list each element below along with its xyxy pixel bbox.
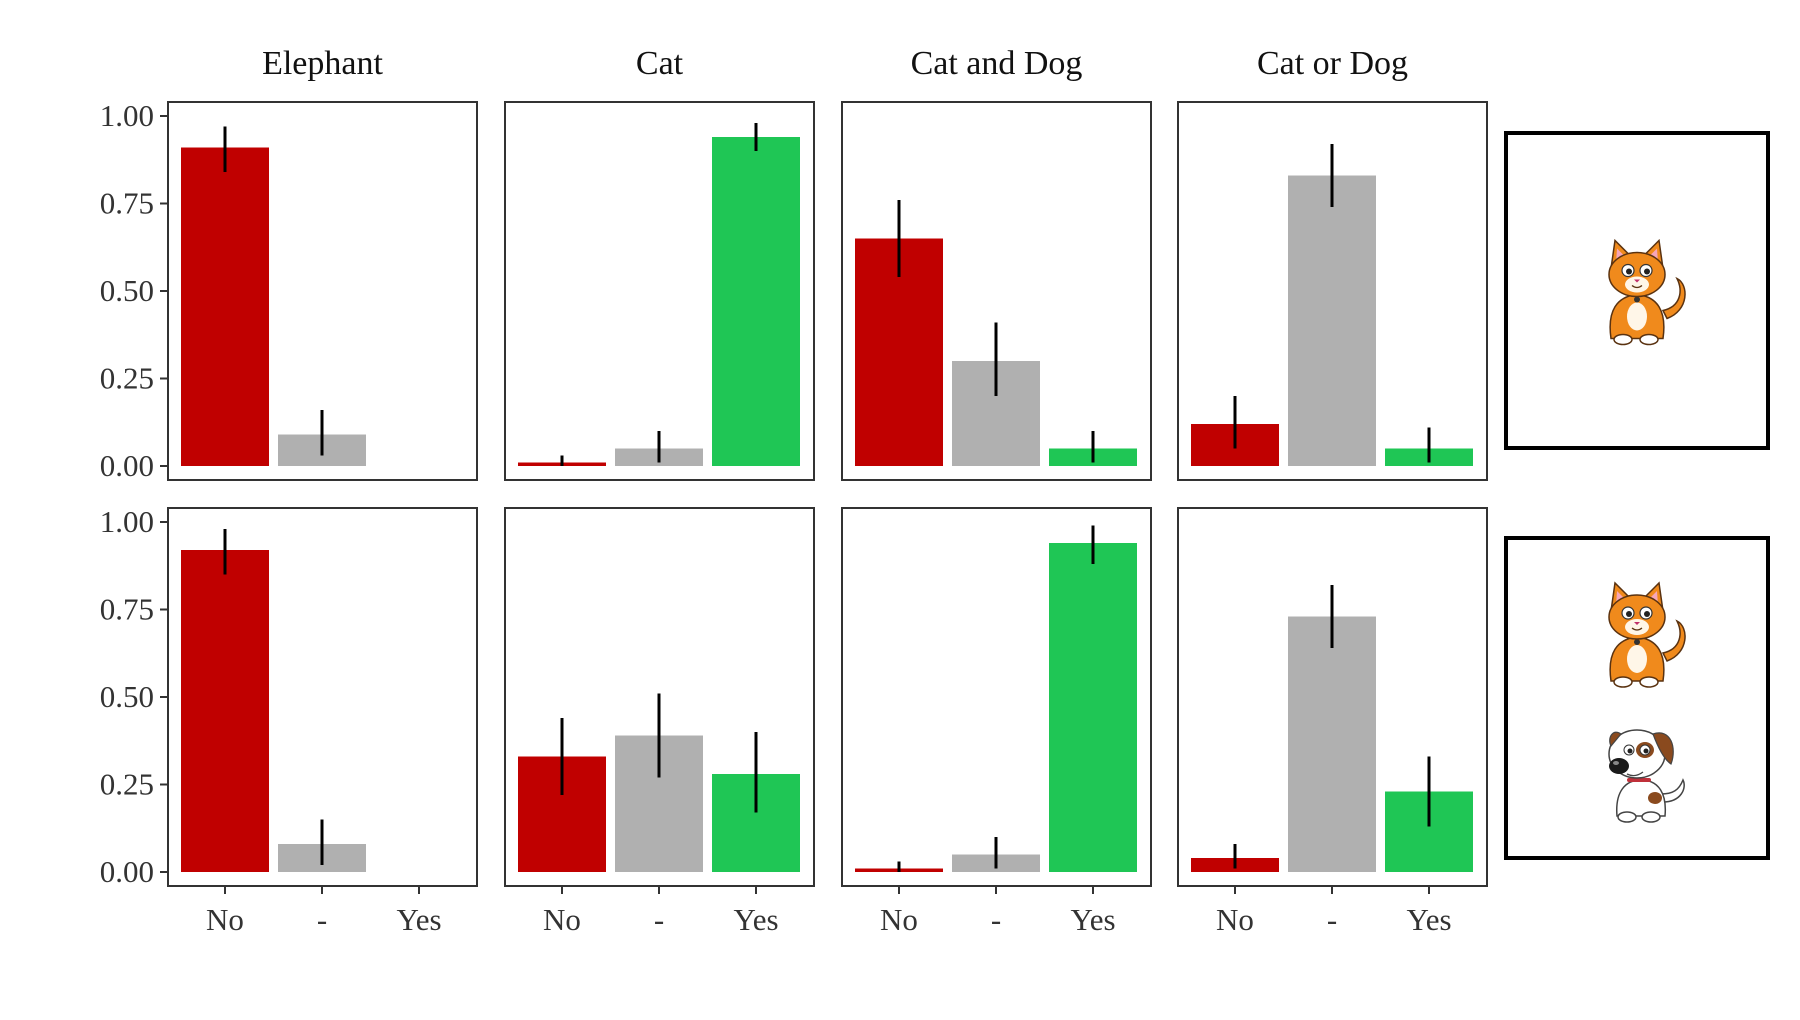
y-tick-label: 0.50 [100,273,154,308]
cat-icon [1608,238,1686,346]
y-tick-label: 0.00 [100,448,154,483]
y-tick-label: 0.50 [100,679,154,714]
axes: 0.00 0.25 0.50 0.75 1.00 0.00 0.25 0.50 0.75 1.00… [100,98,1452,937]
bar [181,147,269,466]
panel-frame [1177,101,1488,481]
x-tick-label: No [1216,902,1254,937]
bar [712,137,800,466]
panel [1177,507,1488,887]
panel [841,101,1152,481]
facet-title: Elephant [262,45,383,82]
panel [1177,101,1488,481]
panel-frame [504,101,815,481]
panel-frame [1177,507,1488,887]
panel-frame [841,101,1152,481]
panel-frame [167,101,478,481]
x-tick-label: - [1327,902,1337,937]
facet-title: Cat [636,45,684,82]
y-tick-label: 0.75 [100,592,154,627]
y-tick-label: 1.00 [100,504,154,539]
panel-frame [167,507,478,887]
y-tick-label: 0.25 [100,767,154,802]
y-tick-label: 0.00 [100,854,154,889]
panel [167,507,478,887]
y-tick-label: 0.75 [100,186,154,221]
bar [1049,543,1137,872]
panel [504,507,815,887]
scene-image [1504,131,1770,450]
bar [1288,616,1376,872]
cat-icon [1608,581,1686,688]
scene-images [1504,131,1770,860]
x-tick-label: No [543,902,581,937]
x-tick-label: - [991,902,1001,937]
y-axis: 0.00 0.25 0.50 0.75 1.00 [100,98,168,483]
x-tick-label: - [317,902,327,937]
x-tick-label: Yes [1070,902,1115,937]
y-tick-label: 1.00 [100,98,154,133]
x-tick-label: Yes [733,902,778,937]
bar [1288,175,1376,466]
panel [167,101,478,481]
x-tick-label: Yes [1406,902,1451,937]
facet-titles: Elephant Cat Cat and Dog Cat or Dog [262,45,1408,82]
scene-frame [1504,131,1770,450]
bar [181,550,269,872]
panel-frame [504,507,815,887]
x-tick-label: No [880,902,918,937]
panels [167,101,1488,887]
panel [841,507,1152,887]
x-tick-label: No [206,902,244,937]
facet-title: Cat or Dog [1257,45,1408,82]
y-axis: 0.00 0.25 0.50 0.75 1.00 [100,504,168,889]
facet-title: Cat and Dog [911,45,1083,82]
x-tick-label: Yes [396,902,441,937]
panel-frame [841,507,1152,887]
y-tick-label: 0.25 [100,361,154,396]
scene-image [1504,536,1770,860]
x-tick-label: - [654,902,664,937]
dog-icon [1608,729,1685,823]
panel [504,101,815,481]
